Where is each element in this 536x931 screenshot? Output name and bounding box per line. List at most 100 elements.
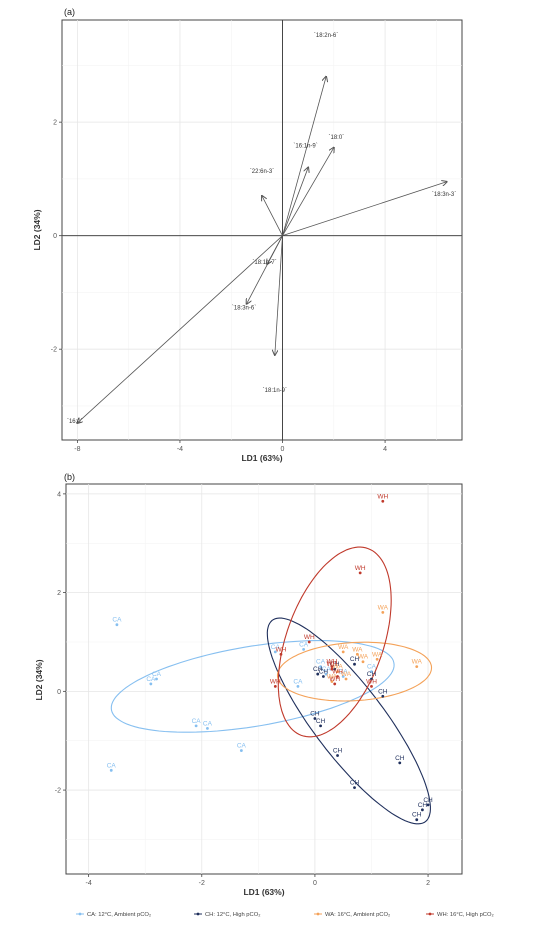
group-ellipse	[110, 640, 395, 733]
data-point-label: WH	[329, 676, 340, 683]
data-point	[319, 665, 322, 669]
panel-a-vectors: `18:2n-6` `18:0` `16:1n-9` `22:6n-3` `18:3n-…	[67, 33, 456, 425]
vector-label: `16:0`	[67, 419, 83, 425]
vector-label: `18:2n-6`	[314, 33, 338, 39]
data-point-label: WA	[341, 671, 352, 678]
vector-label: `18:3n-3`	[432, 192, 456, 198]
data-point	[322, 675, 325, 678]
data-point	[370, 677, 373, 681]
data-point-label: WH	[304, 634, 315, 641]
legend-swatch-point	[196, 912, 200, 916]
legend-swatch-point	[78, 912, 82, 916]
data-point-label: CH	[412, 812, 422, 819]
data-point	[370, 685, 373, 688]
loading-arrow	[262, 196, 283, 236]
data-point-label: WA	[327, 673, 338, 680]
data-point	[355, 652, 359, 656]
data-point	[149, 682, 153, 686]
data-point-label: WA	[358, 654, 369, 661]
data-point	[316, 672, 320, 676]
data-point-label: WH	[326, 661, 337, 668]
data-point	[353, 662, 356, 666]
vector-label: `22:6n-3`	[250, 169, 274, 175]
panel-a-ticks: -8 -4 0 4 -2 0 2	[51, 120, 387, 453]
data-point	[330, 680, 334, 683]
legend: CA: 12°C, Ambient pCO₂ CH: 12°C, High pCO…	[76, 912, 494, 918]
loading-arrow	[282, 182, 447, 237]
group-ellipse	[266, 617, 431, 825]
data-point	[296, 685, 300, 688]
data-point-label: CA	[112, 617, 122, 624]
legend-entry: CA: 12°C, Ambient pCO₂	[87, 912, 151, 918]
data-point	[381, 610, 385, 614]
vector-label: `18:1n-7`	[252, 260, 276, 266]
x-tick-label: -4	[177, 446, 183, 453]
data-point	[336, 675, 339, 678]
data-point	[415, 818, 419, 822]
data-point-label: CA	[322, 666, 332, 673]
data-point	[415, 665, 419, 669]
data-point	[206, 726, 209, 730]
data-point-label: CH	[350, 656, 360, 663]
data-point-label: CA	[367, 664, 377, 671]
data-point	[313, 717, 317, 720]
data-point-label: CA	[237, 743, 247, 750]
group-ellipse	[276, 641, 433, 702]
data-point	[109, 768, 113, 772]
data-point-label: CA	[316, 659, 326, 666]
panel-b-ylabel: LD2 (34%)	[34, 659, 44, 700]
data-point	[341, 650, 345, 654]
data-point-label: WA	[332, 664, 343, 671]
panel-b-label: (b)	[64, 472, 75, 482]
data-point-label: CA	[293, 678, 303, 685]
y-tick-label: 2	[53, 120, 57, 127]
y-tick-label: 0	[53, 233, 57, 240]
data-point	[381, 499, 385, 503]
data-point	[421, 808, 424, 812]
vector-label: `16:1n-9`	[293, 144, 317, 150]
y-tick-label: -2	[51, 347, 57, 354]
data-point	[307, 640, 311, 644]
data-point-label: WH	[377, 493, 388, 500]
data-point	[381, 694, 385, 698]
data-point-label: CH	[350, 780, 360, 787]
x-tick-label: -2	[199, 880, 205, 887]
data-point-label: CA	[203, 720, 213, 727]
y-tick-label: 0	[57, 689, 61, 696]
data-point-label: WH	[270, 678, 281, 685]
data-point-label: WA	[372, 651, 383, 658]
data-point	[239, 749, 243, 752]
loading-arrow	[247, 235, 283, 304]
data-point-label: CA	[146, 676, 156, 683]
data-point-label: WH	[276, 646, 287, 653]
data-point	[330, 667, 334, 671]
data-point	[330, 665, 334, 669]
data-point	[375, 657, 379, 661]
data-point	[302, 647, 305, 651]
data-point-label: WA	[352, 646, 363, 653]
data-point-label: CA	[271, 644, 281, 651]
data-point	[333, 667, 337, 671]
legend-entry: CH: 12°C, High pCO₂	[205, 912, 260, 918]
data-point-label: WA	[412, 659, 423, 666]
data-point	[353, 786, 356, 790]
data-point-label: CA	[339, 669, 349, 676]
panel-b-ellipses	[110, 546, 433, 825]
data-point	[426, 803, 430, 807]
data-point-label: WA	[338, 644, 349, 651]
x-tick-label: 0	[313, 880, 317, 887]
data-point	[115, 623, 119, 627]
vector-label: `18:3n-6`	[232, 305, 256, 311]
data-point-label: CH	[310, 710, 320, 717]
panel-a-frame	[61, 19, 463, 441]
data-point-label: CA	[107, 762, 117, 769]
data-point	[319, 724, 322, 728]
data-point-label: WA	[378, 604, 389, 611]
data-point-label: WH	[355, 565, 366, 572]
loading-arrow	[275, 235, 283, 355]
data-point	[361, 660, 365, 664]
x-tick-label: -4	[86, 880, 92, 887]
loading-arrow	[282, 168, 309, 236]
panel-a-label: (a)	[64, 7, 75, 17]
data-point	[370, 670, 373, 673]
